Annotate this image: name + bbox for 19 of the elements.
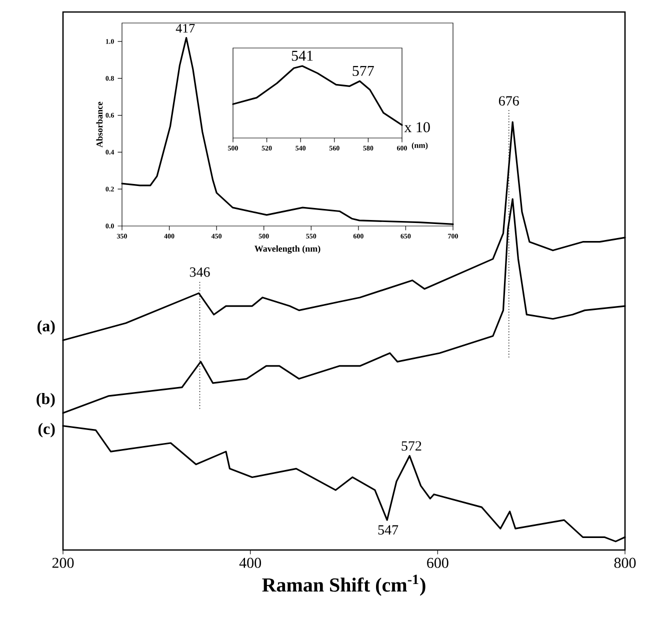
series-label: (b)	[36, 392, 55, 408]
ref-line-label: 346	[190, 267, 210, 277]
x-tick-label: 800	[614, 558, 636, 568]
x-axis-title: Wavelength (nm)	[254, 245, 320, 254]
annotation: 417	[176, 24, 195, 33]
x-tick-label: 200	[52, 558, 74, 568]
series-label: (c)	[38, 422, 55, 438]
x-axis-title: Raman Shift (cm$^{-1}$)	[262, 574, 426, 596]
annotation: 572	[402, 441, 422, 451]
ref-line-label: 676	[498, 96, 519, 106]
x-tick-label: 400	[239, 558, 262, 568]
annotation: 547	[378, 525, 398, 535]
annotation: x 10	[404, 122, 430, 132]
annotation: 577	[352, 66, 374, 76]
y-axis-title: Absorbance	[96, 102, 103, 148]
annotation: 541	[292, 50, 313, 61]
series-label: (a)	[38, 320, 55, 335]
x-axis-title: (nm)	[412, 142, 428, 150]
x-tick-label: 600	[427, 558, 448, 568]
